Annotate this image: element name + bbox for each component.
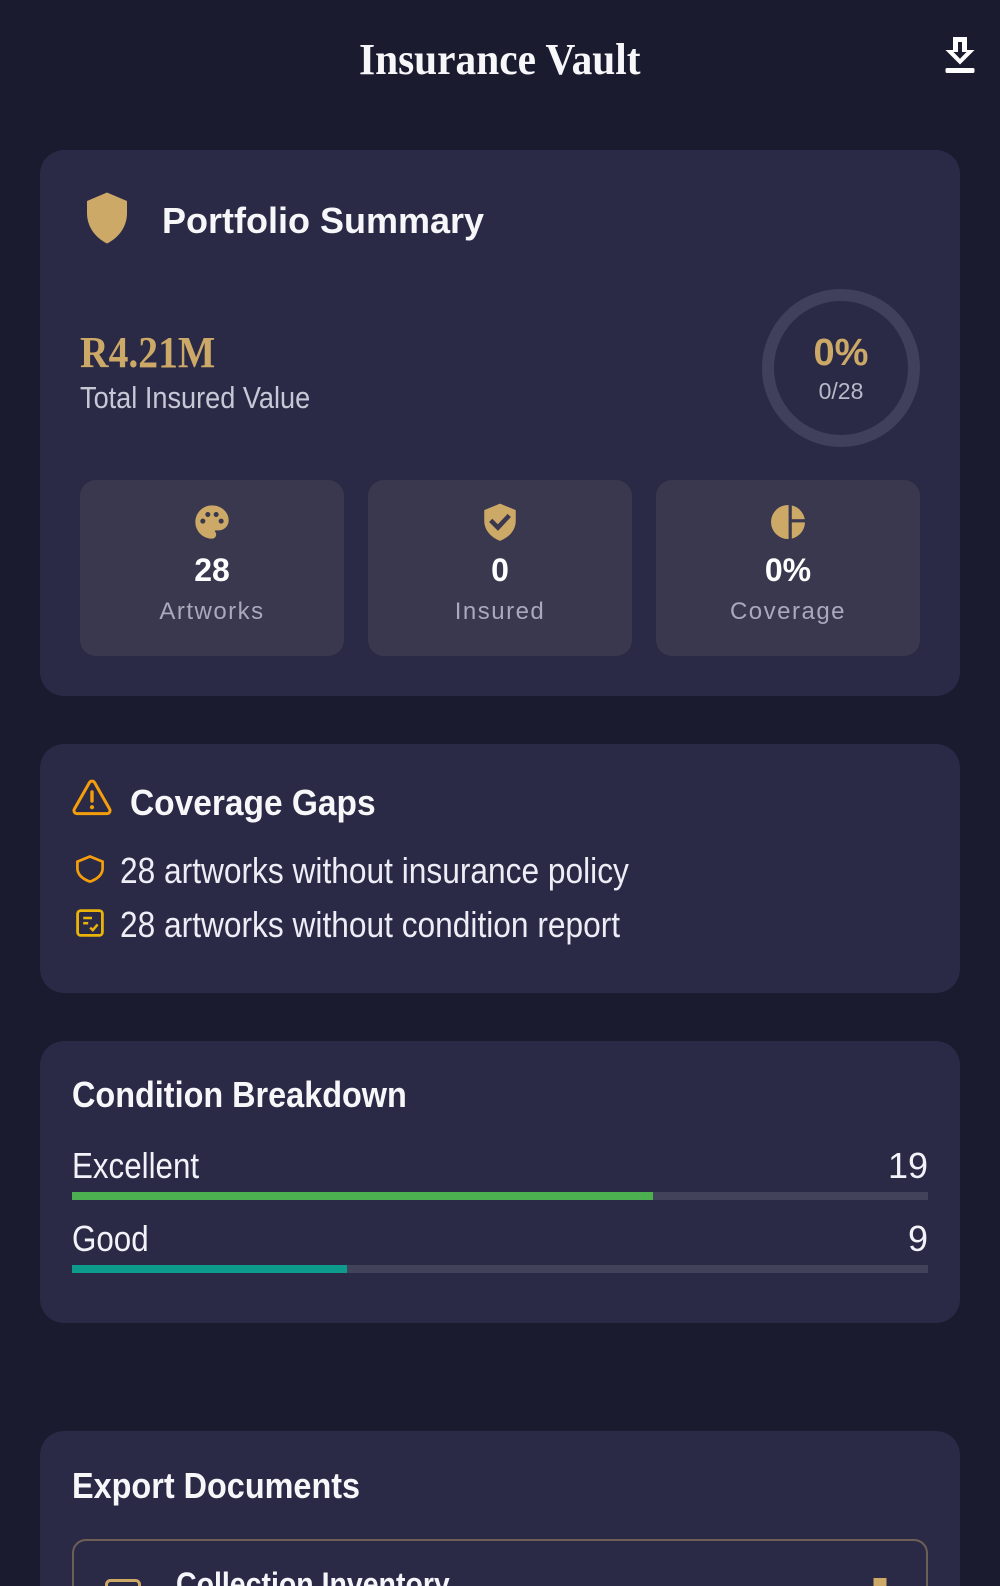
condition-row-labels: Excellent 19 (72, 1144, 928, 1188)
condition-row-excellent: Excellent 19 (72, 1144, 928, 1200)
spreadsheet-icon (104, 1567, 142, 1586)
condition-bar-fill (72, 1192, 653, 1200)
palette-icon (192, 502, 232, 542)
portfolio-summary-card: Portfolio Summary R4.21M Total Insured V… (40, 150, 960, 696)
total-value-row: R4.21M Total Insured Value 0% 0/28 (80, 289, 920, 447)
gap-item-condition: 28 artworks without condition report (72, 903, 928, 947)
gap-item-text: 28 artworks without insurance policy (120, 850, 629, 891)
condition-row-labels: Good 9 (72, 1217, 928, 1261)
app-header: Insurance Vault (0, 0, 1000, 114)
condition-count: 19 (887, 1145, 928, 1186)
shield-icon (85, 192, 129, 249)
stat-coverage-label: Coverage (729, 598, 847, 625)
condition-bar-track (72, 1265, 928, 1273)
export-documents-card: Export Documents Collection Inventory (40, 1431, 960, 1586)
condition-row-good: Good 9 (72, 1217, 928, 1273)
stat-artworks-label: Artworks (159, 598, 265, 625)
collection-inventory-label: Collection Inventory (176, 1566, 450, 1586)
condition-bar-fill (72, 1265, 348, 1273)
stat-insured: 0 Insured (368, 480, 632, 656)
coverage-ring-text: 0% 0/28 (762, 289, 920, 447)
coverage-ring: 0% 0/28 (762, 289, 920, 447)
coverage-ring-fraction: 0/28 (818, 377, 864, 404)
condition-report-icon (76, 908, 104, 942)
condition-breakdown-title: Condition Breakdown (72, 1074, 407, 1115)
stat-artworks-value: 28 (194, 552, 230, 588)
collection-inventory-button[interactable]: Collection Inventory (72, 1539, 928, 1586)
shield-check-icon (479, 502, 521, 542)
condition-label: Good (72, 1218, 149, 1259)
stat-insured-label: Insured (454, 598, 546, 625)
portfolio-summary-header: Portfolio Summary (80, 190, 920, 243)
total-insured-label: Total Insured Value (80, 380, 311, 415)
condition-count: 9 (907, 1218, 928, 1259)
stat-insured-value: 0 (491, 552, 509, 588)
stat-artworks: 28 Artworks (80, 480, 344, 656)
download-icon (864, 1570, 896, 1586)
download-icon[interactable] (945, 37, 975, 73)
condition-label: Excellent (72, 1145, 200, 1186)
gap-item-insurance: 28 artworks without insurance policy (72, 849, 928, 893)
condition-bar-track (72, 1192, 928, 1200)
shield-outline-icon (76, 854, 104, 888)
total-insured-value: R4.21M (80, 328, 216, 377)
page-title: Insurance Vault (359, 34, 641, 84)
stats-row: 28 Artworks 0 Insured (80, 480, 920, 656)
coverage-gaps-title: Coverage Gaps (130, 782, 376, 823)
gap-item-text: 28 artworks without condition report (120, 904, 621, 945)
coverage-ring-percent: 0% (813, 331, 869, 374)
portfolio-summary-title: Portfolio Summary (162, 200, 485, 241)
coverage-gaps-header: Coverage Gaps (72, 776, 928, 824)
coverage-gaps-card: Coverage Gaps 28 artworks without insura… (40, 744, 960, 993)
stat-coverage: 0% Coverage (656, 480, 920, 656)
total-insured-block: R4.21M Total Insured Value (80, 320, 343, 416)
export-documents-title: Export Documents (72, 1465, 361, 1506)
pie-chart-icon (768, 502, 808, 542)
stat-coverage-value: 0% (764, 552, 812, 588)
condition-breakdown-card: Condition Breakdown Excellent 19 Good 9 (40, 1041, 960, 1323)
main-content: Portfolio Summary R4.21M Total Insured V… (0, 114, 1000, 1586)
warning-triangle-icon (72, 779, 112, 821)
